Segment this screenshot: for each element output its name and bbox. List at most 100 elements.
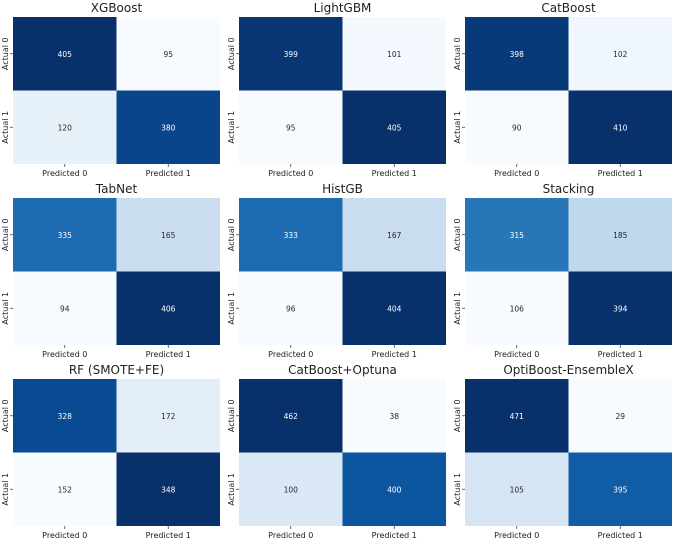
cell-value-label: 395 <box>613 485 628 494</box>
x-tick-label: Predicted 0 <box>494 169 539 178</box>
cell-value-label: 95 <box>286 123 296 132</box>
panel-title: RF (SMOTE+FE) <box>69 363 164 377</box>
cell-value-label: 398 <box>510 50 525 59</box>
x-tick-label: Predicted 0 <box>268 169 313 178</box>
heatmap-cell <box>568 198 672 272</box>
y-tick-label: Actual 1 <box>1 111 10 144</box>
heatmap-cell <box>239 271 343 345</box>
y-tick-label: Actual 0 <box>1 399 10 432</box>
y-tick-label: Actual 0 <box>453 218 462 251</box>
y-tick-label: Actual 1 <box>1 473 10 506</box>
cell-value-label: 90 <box>512 123 522 132</box>
heatmap-cell <box>116 17 220 91</box>
heatmap-cell <box>239 452 343 526</box>
heatmap-cell <box>116 271 220 345</box>
heatmap-cell <box>465 452 569 526</box>
x-tick-label: Predicted 1 <box>598 350 643 359</box>
y-tick-label: Actual 1 <box>453 473 462 506</box>
x-tick-label: Predicted 1 <box>372 169 417 178</box>
heatmap-cell <box>342 198 446 272</box>
heatmap-cell <box>116 198 220 272</box>
cell-value-label: 102 <box>613 50 628 59</box>
cell-value-label: 29 <box>615 412 625 421</box>
heatmap-cell <box>239 379 343 453</box>
x-tick-label: Predicted 0 <box>494 531 539 540</box>
cell-value-label: 471 <box>510 412 525 421</box>
heatmap-cell <box>465 379 569 453</box>
cell-value-label: 394 <box>613 304 628 313</box>
y-tick-label: Actual 0 <box>227 37 236 70</box>
heatmap-cell <box>465 90 569 164</box>
x-tick-label: Predicted 0 <box>42 531 87 540</box>
cell-value-label: 94 <box>60 304 70 313</box>
panel-title: Stacking <box>543 182 595 196</box>
cell-value-label: 96 <box>286 304 296 313</box>
cell-value-label: 315 <box>510 231 525 240</box>
heatmap-cell <box>342 17 446 91</box>
confusion-matrix-panel: TabNet 335 165 94 406 Predicted 0 Predicted 1 A… <box>1 182 220 359</box>
y-tick-label: Actual 0 <box>227 399 236 432</box>
cell-value-label: 172 <box>161 412 176 421</box>
heatmap-cell <box>568 379 672 453</box>
heatmap-cell <box>116 90 220 164</box>
y-tick-label: Actual 0 <box>453 37 462 70</box>
cell-value-label: 152 <box>58 485 73 494</box>
heatmap-cell <box>239 198 343 272</box>
confusion-matrix-panel: Stacking 315 185 106 394 Predicted 0 Predicted… <box>453 182 672 359</box>
panel-title: XGBoost <box>91 1 143 15</box>
cell-value-label: 106 <box>510 304 525 313</box>
cell-value-label: 399 <box>284 50 299 59</box>
cell-value-label: 185 <box>613 231 628 240</box>
cell-value-label: 348 <box>161 485 176 494</box>
x-tick-label: Predicted 1 <box>598 531 643 540</box>
x-tick-label: Predicted 1 <box>372 350 417 359</box>
confusion-matrix-panel: CatBoost 398 102 90 410 Predicted 0 Predicted … <box>453 1 672 178</box>
heatmap-cell <box>116 379 220 453</box>
panel-title: LightGBM <box>314 1 372 15</box>
y-tick-label: Actual 0 <box>227 218 236 251</box>
y-tick-label: Actual 1 <box>227 473 236 506</box>
heatmap-cell <box>239 17 343 91</box>
heatmap-cell <box>465 198 569 272</box>
heatmap-cell <box>13 90 117 164</box>
cell-value-label: 405 <box>387 123 402 132</box>
confusion-matrix-panel: CatBoost+Optuna 462 38 100 400 Predicted 0 Pre… <box>227 363 446 540</box>
x-tick-label: Predicted 1 <box>146 169 191 178</box>
heatmap-cell <box>342 452 446 526</box>
heatmap-cell <box>342 379 446 453</box>
cell-value-label: 410 <box>613 123 628 132</box>
x-tick-label: Predicted 0 <box>42 169 87 178</box>
heatmap-cell <box>116 452 220 526</box>
x-tick-label: Predicted 0 <box>494 350 539 359</box>
cell-value-label: 380 <box>161 123 176 132</box>
confusion-matrix-panel: OptiBoost-EnsembleX 471 29 105 395 Predicted … <box>453 363 672 540</box>
confusion-matrix-panel: XGBoost 405 95 120 380 Predicted 0 Predicted 1… <box>1 1 220 178</box>
heatmap-cell <box>568 90 672 164</box>
confusion-matrix-panel: LightGBM 399 101 95 405 Predicted 0 Predicted … <box>227 1 446 178</box>
heatmap-cell <box>342 90 446 164</box>
x-tick-label: Predicted 0 <box>268 350 313 359</box>
cell-value-label: 120 <box>58 123 73 132</box>
panel-title: TabNet <box>95 182 138 196</box>
heatmap-cell <box>465 271 569 345</box>
panel-title: CatBoost <box>541 1 596 15</box>
heatmap-cell <box>239 90 343 164</box>
x-tick-label: Predicted 0 <box>268 531 313 540</box>
y-tick-label: Actual 1 <box>1 292 10 325</box>
cell-value-label: 405 <box>58 50 73 59</box>
y-tick-label: Actual 1 <box>453 111 462 144</box>
x-tick-label: Predicted 1 <box>372 531 417 540</box>
heatmap-cell <box>342 271 446 345</box>
heatmap-cell <box>13 452 117 526</box>
panel-title: OptiBoost-EnsembleX <box>503 363 633 377</box>
y-tick-label: Actual 0 <box>1 37 10 70</box>
heatmap-cell <box>13 379 117 453</box>
cell-value-label: 38 <box>389 412 399 421</box>
cell-value-label: 406 <box>161 304 176 313</box>
heatmap-cell <box>465 17 569 91</box>
panel-title: HistGB <box>322 182 363 196</box>
y-tick-label: Actual 0 <box>453 399 462 432</box>
y-tick-label: Actual 1 <box>227 111 236 144</box>
cell-value-label: 165 <box>161 231 176 240</box>
